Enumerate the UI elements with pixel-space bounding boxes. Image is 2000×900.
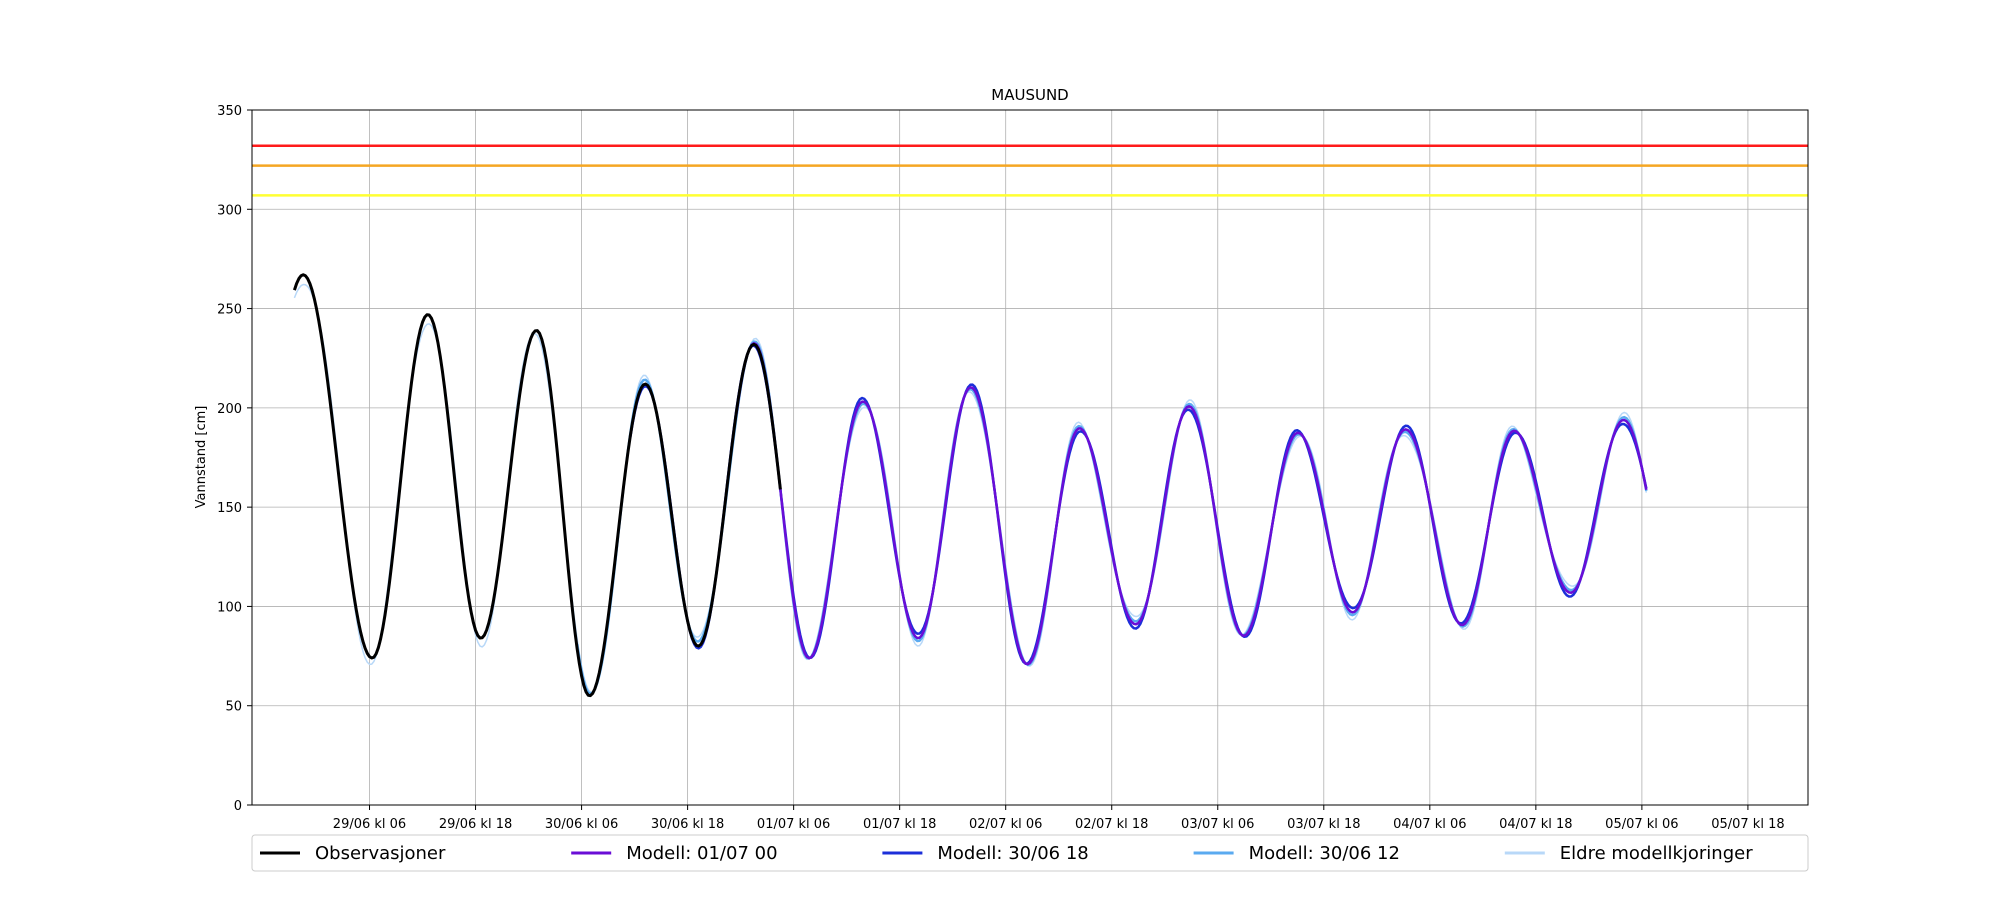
y-tick-label: 150: [217, 501, 242, 516]
legend-label: Eldre modellkjoringer: [1560, 843, 1753, 864]
x-tick-label: 03/07 kl 18: [1287, 817, 1360, 832]
grid: [252, 109, 1808, 806]
y-tick-label: 100: [217, 600, 242, 615]
x-tick-label: 03/07 kl 06: [1181, 817, 1254, 832]
series-line: [734, 342, 1648, 666]
legend-label: Modell: 30/06 18: [937, 843, 1088, 864]
x-tick-label: 01/07 kl 18: [863, 817, 936, 832]
x-tick-label: 29/06 kl 06: [333, 817, 406, 832]
series-line: [292, 273, 782, 698]
plot-frame: [251, 109, 1809, 806]
chart-title: MAUSUND: [991, 86, 1068, 104]
x-tick-label: 29/06 kl 18: [439, 817, 512, 832]
x-tick-label: 05/07 kl 18: [1711, 817, 1784, 832]
x-tick-label: 30/06 kl 18: [651, 817, 724, 832]
legend-box: [251, 834, 1809, 872]
y-tick-label: 50: [225, 700, 242, 715]
series-lines: [292, 273, 1648, 698]
x-tick-label: 05/07 kl 06: [1605, 817, 1678, 832]
y-tick-label: 300: [217, 203, 242, 218]
legend-label: Modell: 30/06 12: [1249, 843, 1400, 864]
y-tick-label: 350: [217, 104, 242, 119]
x-tick-label: 02/07 kl 18: [1075, 817, 1148, 832]
series-line: [293, 283, 1648, 693]
x-tick-label: 01/07 kl 06: [757, 817, 830, 832]
x-tick-label: 02/07 kl 06: [969, 817, 1042, 832]
x-tick-label: 04/07 kl 06: [1393, 817, 1466, 832]
legend-label: Observasjoner: [315, 843, 446, 864]
legend: Observasjoner Modell: 01/07 00 Modell: 30/…: [251, 834, 1809, 872]
y-tick-label: 250: [217, 303, 242, 318]
x-tick-label: 04/07 kl 18: [1499, 817, 1572, 832]
legend-label: Modell: 01/07 00: [626, 843, 777, 864]
y-axis-label: Vannstand [cm]: [194, 406, 209, 509]
y-tick-label: 200: [217, 402, 242, 417]
y-tick-label: 0: [234, 799, 242, 814]
threshold-lines: [252, 144, 1808, 197]
x-tick-label: 30/06 kl 06: [545, 817, 618, 832]
axes: 0 50 100 150 200 250 300 350 29/06 kl 06 29/06 kl…: [217, 104, 1809, 832]
